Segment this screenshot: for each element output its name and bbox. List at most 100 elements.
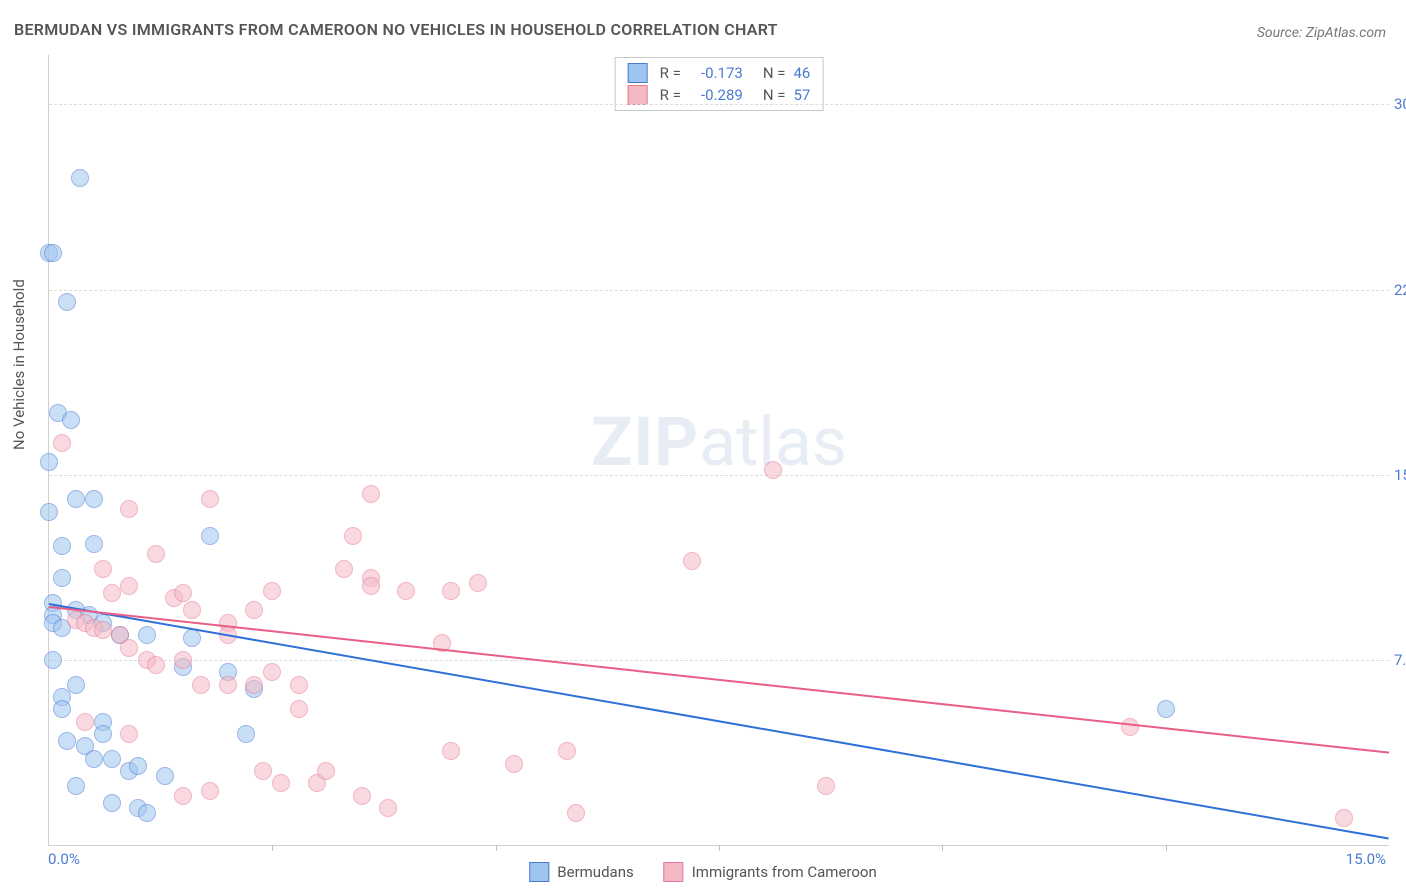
scatter-point [76,713,94,731]
scatter-point [397,582,415,600]
scatter-point [94,621,112,639]
scatter-point [53,569,71,587]
stats-row: R =-0.173N =46 [628,62,811,84]
scatter-point [103,584,121,602]
scatter-point [138,626,156,644]
scatter-point [103,750,121,768]
bottom-legend: Bermudans Immigrants from Cameroon [529,862,876,882]
gridline [49,290,1389,291]
scatter-point [317,762,335,780]
scatter-point [290,700,308,718]
x-minor-tick [1166,845,1167,851]
scatter-point [53,537,71,555]
scatter-point [120,577,138,595]
scatter-point [254,762,272,780]
stats-legend-box: R =-0.173N =46R =-0.289N =57 [615,57,824,111]
scatter-point [85,490,103,508]
scatter-point [67,490,85,508]
scatter-point [1157,700,1175,718]
scatter-point [442,582,460,600]
watermark: ZIPatlas [591,402,847,482]
y-tick-label: 30.0% [1394,95,1406,113]
scatter-point [201,527,219,545]
scatter-point [58,732,76,750]
y-axis-label: No Vehicles in Household [10,279,28,450]
scatter-point [245,601,263,619]
stats-row: R = -0.289 N = 57 [628,84,811,106]
scatter-point [138,804,156,822]
scatter-point [192,676,210,694]
scatter-point [147,545,165,563]
scatter-point [245,676,263,694]
scatter-point [263,663,281,681]
scatter-point [353,787,371,805]
scatter-point [129,757,147,775]
scatter-point [442,742,460,760]
r-value: -0.289 [689,86,743,104]
x-minor-tick [942,845,943,851]
gridline [49,104,1389,105]
scatter-point [94,725,112,743]
x-minor-tick [272,845,273,851]
scatter-point [85,750,103,768]
scatter-point [183,629,201,647]
scatter-point [567,804,585,822]
gridline [49,475,1389,476]
r-label: R = [660,64,681,82]
gridline [49,660,1389,661]
legend-swatch [529,862,549,882]
scatter-point [558,742,576,760]
scatter-point [1335,809,1353,827]
scatter-point [62,411,80,429]
scatter-point [53,700,71,718]
scatter-point [40,453,58,471]
scatter-point [174,787,192,805]
legend-swatch [664,862,684,882]
scatter-point [683,552,701,570]
scatter-point [505,755,523,773]
y-tick-label: 22.5% [1394,281,1406,299]
scatter-point [344,527,362,545]
scatter-point [120,639,138,657]
trend-line [49,603,1389,839]
scatter-point [764,461,782,479]
legend-item: Bermudans [529,862,633,882]
scatter-point [201,782,219,800]
legend-swatch [628,63,648,83]
scatter-point [120,725,138,743]
scatter-point [183,601,201,619]
scatter-point [469,574,487,592]
n-label: N = [763,86,786,104]
scatter-point [94,560,112,578]
n-value: 46 [793,64,810,82]
r-label: R = [660,86,681,104]
x-minor-tick [719,845,720,851]
scatter-point [335,560,353,578]
scatter-point [290,676,308,694]
scatter-point [44,651,62,669]
scatter-point [58,293,76,311]
n-label: N = [763,64,786,82]
watermark-bold: ZIP [591,402,699,482]
scatter-point [71,169,89,187]
chart-container: BERMUDAN VS IMMIGRANTS FROM CAMEROON NO … [0,0,1406,892]
scatter-point [237,725,255,743]
scatter-point [362,577,380,595]
x-tick-min: 0.0% [48,850,80,868]
scatter-point [219,676,237,694]
scatter-point [272,774,290,792]
scatter-point [85,535,103,553]
chart-title: BERMUDAN VS IMMIGRANTS FROM CAMEROON NO … [14,20,778,39]
legend-item: Immigrants from Cameroon [664,862,877,882]
scatter-point [67,777,85,795]
legend-label: Bermudans [557,863,633,881]
plot-area: ZIPatlas R =-0.173N =46R =-0.289N =57 7.… [48,55,1389,846]
scatter-point [201,490,219,508]
scatter-point [120,500,138,518]
scatter-point [263,582,281,600]
scatter-point [174,651,192,669]
n-value: 57 [793,86,810,104]
scatter-point [103,794,121,812]
scatter-point [40,503,58,521]
y-tick-label: 7.5% [1394,651,1406,669]
